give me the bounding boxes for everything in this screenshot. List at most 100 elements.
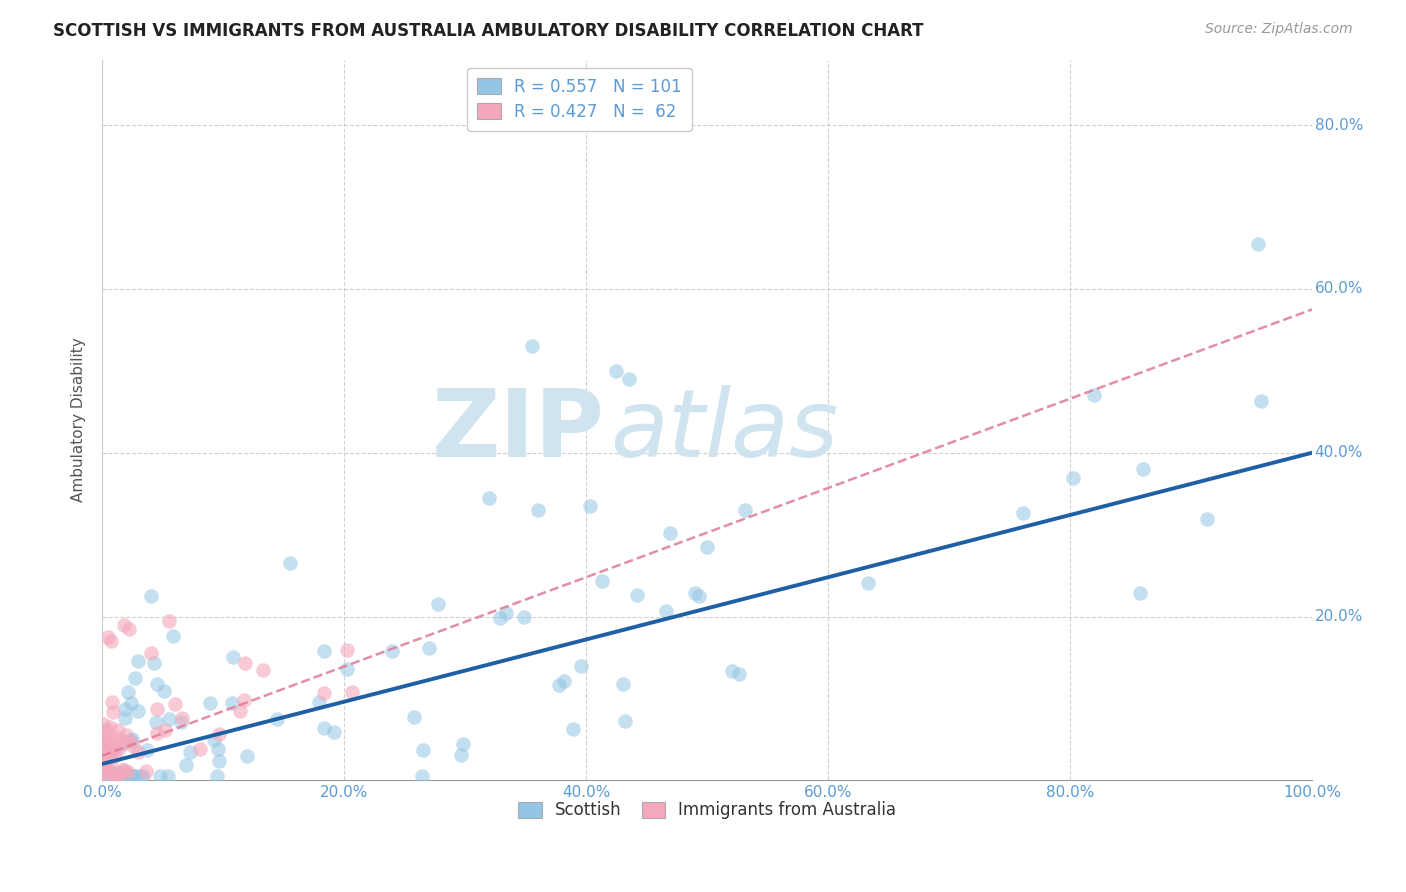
Point xyxy=(93,755,115,769)
Point xyxy=(381,643,404,657)
Point xyxy=(96,762,118,776)
Point xyxy=(121,732,143,747)
Point xyxy=(336,662,359,676)
Point xyxy=(93,733,115,747)
Point xyxy=(96,723,118,737)
Text: SCOTTISH VS IMMIGRANTS FROM AUSTRALIA AMBULATORY DISABILITY CORRELATION CHART: SCOTTISH VS IMMIGRANTS FROM AUSTRALIA AM… xyxy=(53,22,924,40)
Point xyxy=(117,769,139,783)
Point xyxy=(93,742,115,756)
Point xyxy=(114,764,136,779)
Text: 80.0%: 80.0% xyxy=(1315,118,1362,133)
Point xyxy=(478,491,501,505)
Point xyxy=(856,575,879,590)
Point xyxy=(98,739,121,753)
Point xyxy=(100,634,122,648)
Point xyxy=(125,769,148,783)
Point xyxy=(129,769,152,783)
Point xyxy=(103,769,125,783)
Point xyxy=(520,339,543,353)
Point xyxy=(104,769,127,783)
Point xyxy=(688,589,710,603)
Point xyxy=(114,735,136,749)
Point xyxy=(527,503,550,517)
Point xyxy=(118,768,141,782)
Point xyxy=(103,706,125,720)
Point xyxy=(122,739,145,753)
Point xyxy=(207,754,229,768)
Point xyxy=(149,769,172,783)
Point xyxy=(233,656,256,670)
Point xyxy=(94,761,117,775)
Point xyxy=(98,750,121,764)
Point xyxy=(579,499,602,513)
Point xyxy=(98,720,121,734)
Point xyxy=(101,742,124,756)
Point xyxy=(513,610,536,624)
Point xyxy=(120,697,142,711)
Point xyxy=(100,754,122,768)
Point xyxy=(412,743,434,757)
Point xyxy=(114,701,136,715)
Point xyxy=(118,622,141,636)
Point xyxy=(94,753,117,767)
Point xyxy=(94,769,117,783)
Point xyxy=(118,734,141,748)
Point xyxy=(145,715,167,730)
Point xyxy=(115,728,138,742)
Point xyxy=(103,741,125,756)
Point xyxy=(107,769,129,783)
Point xyxy=(728,667,751,681)
Point xyxy=(569,658,592,673)
Point xyxy=(450,748,472,763)
Point xyxy=(591,574,613,588)
Point xyxy=(157,712,180,726)
Point xyxy=(97,630,120,644)
Point xyxy=(157,614,180,628)
Point xyxy=(207,742,229,756)
Point xyxy=(252,663,274,677)
Point xyxy=(221,696,243,710)
Point xyxy=(553,674,575,689)
Point xyxy=(488,611,510,625)
Point xyxy=(127,654,149,668)
Point xyxy=(1247,236,1270,251)
Point xyxy=(117,764,139,779)
Text: 60.0%: 60.0% xyxy=(1315,281,1364,296)
Point xyxy=(112,617,135,632)
Point xyxy=(172,711,194,725)
Point xyxy=(402,710,425,724)
Point xyxy=(152,684,174,698)
Legend: Scottish, Immigrants from Australia: Scottish, Immigrants from Australia xyxy=(512,795,903,826)
Point xyxy=(174,758,197,772)
Point xyxy=(308,695,330,709)
Point xyxy=(614,714,637,728)
Point xyxy=(124,671,146,685)
Point xyxy=(548,678,571,692)
Point xyxy=(120,733,142,747)
Point xyxy=(93,759,115,773)
Point xyxy=(97,739,120,754)
Point xyxy=(103,766,125,780)
Point xyxy=(170,714,193,729)
Point xyxy=(314,686,336,700)
Point xyxy=(266,712,288,726)
Text: 40.0%: 40.0% xyxy=(1315,445,1362,460)
Y-axis label: Ambulatory Disability: Ambulatory Disability xyxy=(72,337,86,502)
Point xyxy=(696,540,718,554)
Point xyxy=(104,748,127,763)
Point xyxy=(655,604,678,618)
Point xyxy=(139,646,162,660)
Point xyxy=(127,745,149,759)
Point xyxy=(103,734,125,748)
Point xyxy=(208,727,231,741)
Point xyxy=(155,723,177,738)
Point xyxy=(105,769,128,783)
Point xyxy=(93,735,115,749)
Point xyxy=(1132,462,1154,476)
Point xyxy=(156,769,179,783)
Point xyxy=(96,735,118,749)
Point xyxy=(1195,512,1218,526)
Point xyxy=(1012,507,1035,521)
Point xyxy=(117,769,139,783)
Point xyxy=(101,744,124,758)
